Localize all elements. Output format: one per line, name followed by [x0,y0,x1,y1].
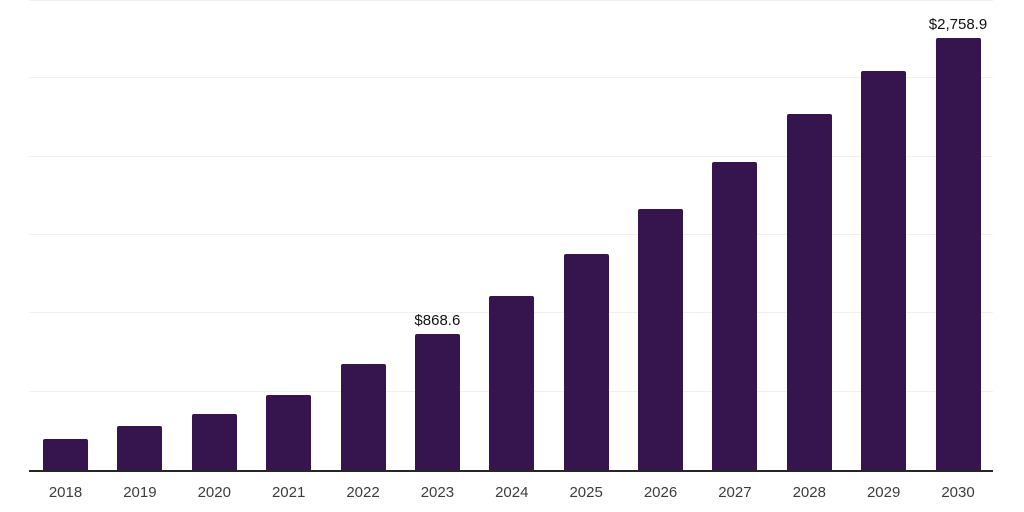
bar-2023 [414,333,460,470]
x-tick-label-2022: 2022 [346,484,380,501]
x-tick-label-2026: 2026 [643,484,678,501]
bar-2020 [191,414,237,470]
bar-2029 [861,70,907,470]
bar-2026 [638,209,683,470]
x-tick-label-2024: 2024 [495,484,529,501]
data-label-2030: $2,758.9 [928,15,988,33]
bar-2018 [43,438,88,470]
x-tick-label-2025: 2025 [569,484,603,501]
x-tick-label-2018: 2018 [48,484,83,501]
x-axis: 2018 2019 2020 2021 2022 2023 2024 2025 2026 2027… [29,483,993,505]
x-tick-label-2028: 2028 [792,484,826,501]
bar-2028 [786,114,832,470]
bar-2025 [563,254,609,470]
x-tick-label-2030: 2030 [941,484,975,501]
bar-2030 [935,37,981,470]
gridline [29,0,993,1]
gridline [29,77,993,79]
plot-area: $868.6 $2,758.9 [29,0,993,472]
x-tick-label-2020: 2020 [197,484,231,501]
bar-2027 [712,161,758,470]
bar-2024 [489,296,535,470]
x-tick-label-2027: 2027 [718,484,752,501]
gridline [29,234,993,235]
data-label-2023: $868.6 [414,311,461,329]
x-tick-label-2023: 2023 [420,484,455,501]
bar-2022 [340,364,386,470]
x-tick-label-2021: 2021 [271,484,306,501]
gridline [29,155,993,157]
bar-2019 [117,425,163,470]
x-tick-label-2029: 2029 [866,484,901,501]
x-tick-label-2019: 2019 [123,484,157,501]
bar-2021 [266,394,312,470]
